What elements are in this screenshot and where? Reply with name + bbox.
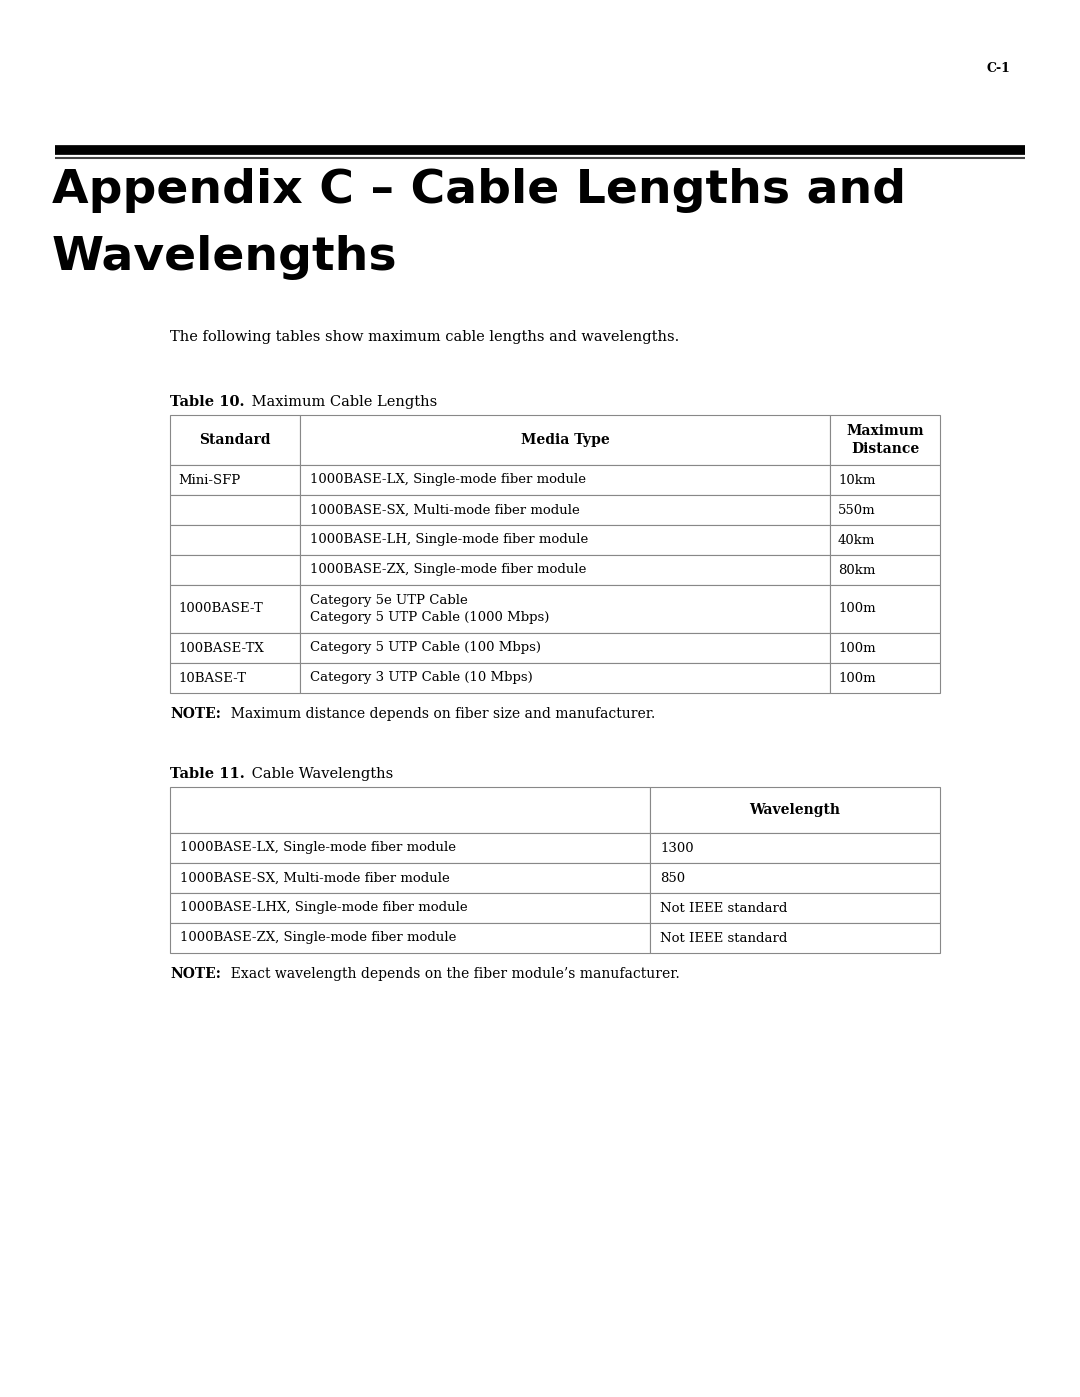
Text: Category 3 UTP Cable (10 Mbps): Category 3 UTP Cable (10 Mbps) — [310, 672, 532, 685]
Text: 550m: 550m — [838, 503, 876, 517]
Bar — [300, 633, 831, 664]
Bar — [650, 893, 940, 923]
Text: Wavelength: Wavelength — [750, 803, 840, 817]
Bar — [650, 833, 940, 863]
Text: 80km: 80km — [838, 563, 876, 577]
Text: NOTE:: NOTE: — [170, 967, 221, 981]
Bar — [170, 633, 300, 664]
Bar — [170, 465, 300, 495]
Bar — [650, 787, 940, 833]
Text: 1000BASE-LX, Single-mode fiber module: 1000BASE-LX, Single-mode fiber module — [180, 841, 456, 855]
Text: Maximum Cable Lengths: Maximum Cable Lengths — [247, 395, 437, 409]
Bar — [831, 633, 940, 664]
Text: 10BASE-T: 10BASE-T — [178, 672, 246, 685]
Text: The following tables show maximum cable lengths and wavelengths.: The following tables show maximum cable … — [170, 330, 679, 344]
Bar — [170, 863, 650, 893]
Text: 1000BASE-T: 1000BASE-T — [178, 602, 262, 616]
Bar — [170, 833, 650, 863]
Text: Not IEEE standard: Not IEEE standard — [660, 932, 787, 944]
Bar — [300, 465, 831, 495]
Text: 1000BASE-ZX, Single-mode fiber module: 1000BASE-ZX, Single-mode fiber module — [310, 563, 586, 577]
Text: 850: 850 — [660, 872, 685, 884]
Bar — [831, 664, 940, 693]
Text: 40km: 40km — [838, 534, 876, 546]
Bar — [831, 495, 940, 525]
Text: Appendix C – Cable Lengths and: Appendix C – Cable Lengths and — [52, 168, 906, 212]
Text: Maximum distance depends on fiber size and manufacturer.: Maximum distance depends on fiber size a… — [222, 707, 656, 721]
Bar — [831, 415, 940, 465]
Text: Not IEEE standard: Not IEEE standard — [660, 901, 787, 915]
Bar — [170, 555, 300, 585]
Bar — [300, 495, 831, 525]
Bar — [831, 525, 940, 555]
Bar — [831, 465, 940, 495]
Bar — [650, 863, 940, 893]
Bar — [300, 525, 831, 555]
Text: 1000BASE-LHX, Single-mode fiber module: 1000BASE-LHX, Single-mode fiber module — [180, 901, 468, 915]
Text: 1000BASE-ZX, Single-mode fiber module: 1000BASE-ZX, Single-mode fiber module — [180, 932, 457, 944]
Text: Category 5 UTP Cable (100 Mbps): Category 5 UTP Cable (100 Mbps) — [310, 641, 541, 655]
Text: Table 11.: Table 11. — [170, 767, 245, 781]
Text: Table 10.: Table 10. — [170, 395, 244, 409]
Text: 1000BASE-SX, Multi-mode fiber module: 1000BASE-SX, Multi-mode fiber module — [310, 503, 580, 517]
Text: 100m: 100m — [838, 672, 876, 685]
Text: Maximum
Distance: Maximum Distance — [847, 425, 923, 455]
Bar — [650, 923, 940, 953]
Text: 10km: 10km — [838, 474, 876, 486]
Bar — [300, 555, 831, 585]
Text: 100BASE-TX: 100BASE-TX — [178, 641, 264, 655]
Bar — [831, 555, 940, 585]
Bar — [300, 415, 831, 465]
Bar — [170, 923, 650, 953]
Bar — [300, 664, 831, 693]
Text: Cable Wavelengths: Cable Wavelengths — [247, 767, 393, 781]
Bar — [170, 525, 300, 555]
Bar — [170, 787, 650, 833]
Bar — [170, 495, 300, 525]
Text: Exact wavelength depends on the fiber module’s manufacturer.: Exact wavelength depends on the fiber mo… — [222, 967, 679, 981]
Text: 1000BASE-LH, Single-mode fiber module: 1000BASE-LH, Single-mode fiber module — [310, 534, 589, 546]
Text: C-1: C-1 — [986, 61, 1010, 75]
Text: NOTE:: NOTE: — [170, 707, 221, 721]
Text: 1000BASE-LX, Single-mode fiber module: 1000BASE-LX, Single-mode fiber module — [310, 474, 586, 486]
Bar — [170, 415, 300, 465]
Text: 100m: 100m — [838, 641, 876, 655]
Bar — [170, 893, 650, 923]
Text: 100m: 100m — [838, 602, 876, 616]
Text: 1300: 1300 — [660, 841, 693, 855]
Text: 1000BASE-SX, Multi-mode fiber module: 1000BASE-SX, Multi-mode fiber module — [180, 872, 449, 884]
Text: Mini-SFP: Mini-SFP — [178, 474, 240, 486]
Bar — [170, 585, 300, 633]
Text: Wavelengths: Wavelengths — [52, 235, 397, 279]
Text: Category 5e UTP Cable
Category 5 UTP Cable (1000 Mbps): Category 5e UTP Cable Category 5 UTP Cab… — [310, 594, 550, 624]
Bar — [170, 664, 300, 693]
Text: Media Type: Media Type — [521, 433, 609, 447]
Text: Standard: Standard — [199, 433, 271, 447]
Bar — [831, 585, 940, 633]
Bar — [300, 585, 831, 633]
